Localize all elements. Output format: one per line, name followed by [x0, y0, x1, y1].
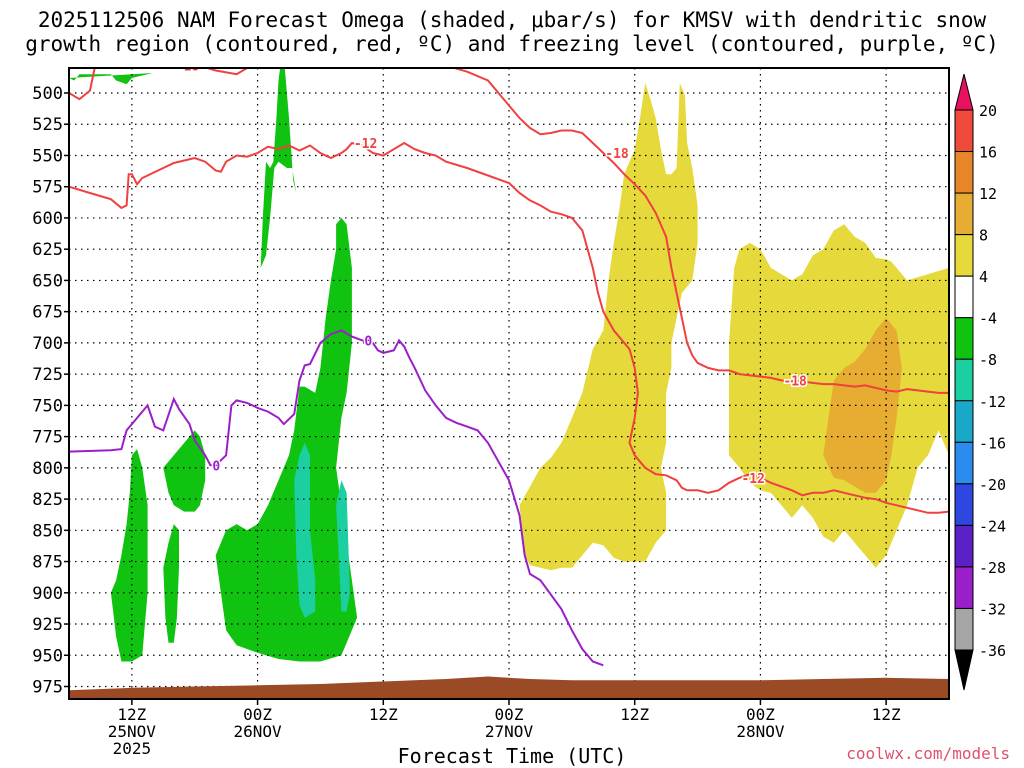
colorbar-label-1: 16	[979, 144, 997, 162]
x-tick-label-6-1: 12Z	[117, 705, 146, 724]
colorbar-label-4: 4	[979, 268, 988, 286]
x-tick-label-66-2: 28NOV	[736, 722, 785, 741]
colorbar-label-9: -20	[979, 476, 1006, 494]
y-tick-label-700: 700	[32, 334, 63, 354]
colorbar-band-3	[954, 234, 974, 277]
y-tick-label-650: 650	[32, 271, 63, 291]
colorbar-bottom-arrow	[954, 649, 974, 691]
y-tick-label-825: 825	[32, 490, 63, 510]
colorbar-band-10	[954, 524, 974, 568]
y-tick-label-775: 775	[32, 428, 63, 448]
colorbar-band-4	[954, 275, 974, 319]
x-tick-label-78-1: 12Z	[872, 705, 901, 724]
colorbar-label-5: -4	[979, 310, 997, 328]
dendritic-minus18-contour	[69, 68, 949, 394]
y-tick-label-575: 575	[32, 178, 63, 198]
colorbar-label-8: -16	[979, 434, 1006, 452]
colorbar-label-12: -32	[979, 600, 1006, 618]
x-tick-label-18-1: 00Z	[243, 705, 272, 724]
colorbar-band-1	[954, 151, 974, 194]
colorbar-band-12	[954, 607, 974, 651]
freezing-level-contour-label-0: 0	[212, 459, 220, 474]
x-tick-label-54-1: 12Z	[620, 705, 649, 724]
colorbar-band-11	[954, 566, 974, 609]
x-tick-label-66-1: 00Z	[746, 705, 775, 724]
chart-title-line-2: growth region (contoured, red, ºC) and f…	[25, 32, 999, 56]
y-tick-label-975: 975	[32, 678, 63, 698]
x-tick-label-6-2: 25NOV	[108, 722, 157, 741]
dendritic-minus12-contour-label-1: -12	[741, 472, 764, 487]
colorbar-band-9	[954, 483, 974, 526]
dendritic-minus12-contour-label-0: -12	[354, 137, 377, 152]
y-tick-label-750: 750	[32, 396, 63, 416]
colorbar-band-8	[954, 441, 974, 485]
omega-region-negative-7	[260, 68, 297, 268]
dendritic-minus18-contour-label-0: -18	[176, 60, 200, 75]
colorbar-band-7	[954, 400, 974, 443]
freezing-level-contour	[69, 329, 604, 667]
y-tick-label-900: 900	[32, 584, 63, 604]
x-tick-label-30-1: 12Z	[369, 705, 398, 724]
omega-region-negative-8	[69, 73, 153, 85]
omega-region-negative-9	[294, 442, 316, 618]
omega-region-negative-5	[110, 449, 148, 662]
x-axis-label: Forecast Time (UTC)	[397, 744, 627, 768]
omega-region-negative-4	[215, 217, 358, 662]
freezing-level-contour-label-1: 0	[364, 334, 372, 349]
colorbar-top-arrow	[954, 73, 974, 111]
omega-region-negative-10	[336, 480, 350, 612]
dendritic-minus18-contour-label-1: -18	[605, 147, 629, 162]
x-tick-label-18-2: 26NOV	[233, 722, 282, 741]
y-tick-label-625: 625	[32, 240, 63, 260]
colorbar-label-10: -24	[979, 517, 1006, 535]
dendritic-minus12-contour	[69, 141, 949, 514]
y-tick-label-500: 500	[32, 84, 63, 104]
x-tick-label-42-1: 00Z	[495, 705, 524, 724]
colorbar-label-11: -28	[979, 559, 1006, 577]
omega-region-negative-6	[163, 524, 179, 643]
colorbar-label-0: 20	[979, 102, 997, 120]
colorbar-label-6: -8	[979, 351, 997, 369]
y-tick-label-950: 950	[32, 646, 63, 666]
colorbar-band-6	[954, 358, 974, 402]
y-tick-label-525: 525	[32, 115, 63, 135]
y-tick-label-850: 850	[32, 521, 63, 541]
ground-surface	[69, 676, 949, 699]
y-tick-label-600: 600	[32, 209, 63, 229]
dendritic-minus18-contour-label-2: -18	[783, 374, 807, 389]
colorbar-band-2	[954, 192, 974, 236]
colorbar-label-13: -36	[979, 642, 1006, 660]
y-tick-label-925: 925	[32, 615, 63, 635]
y-tick-label-800: 800	[32, 459, 63, 479]
y-tick-label-875: 875	[32, 553, 63, 573]
x-tick-label-6-3: 2025	[113, 739, 152, 758]
y-tick-label-725: 725	[32, 365, 63, 385]
omega-region-negative-3	[163, 430, 206, 512]
y-tick-label-550: 550	[32, 146, 63, 166]
colorbar-label-2: 12	[979, 185, 997, 203]
site-watermark: coolwx.com/models	[846, 744, 1010, 763]
chart-title-line-1: 2025112506 NAM Forecast Omega (shaded, μ…	[37, 8, 987, 32]
colorbar-band-0	[954, 109, 974, 153]
colorbar-label-7: -12	[979, 393, 1006, 411]
colorbar-band-5	[954, 317, 974, 360]
omega-region-positive-2	[823, 317, 902, 493]
colorbar-label-3: 8	[979, 227, 988, 245]
y-tick-label-675: 675	[32, 303, 63, 323]
omega-region-positive-0	[519, 83, 698, 571]
x-tick-label-42-2: 27NOV	[485, 722, 534, 741]
